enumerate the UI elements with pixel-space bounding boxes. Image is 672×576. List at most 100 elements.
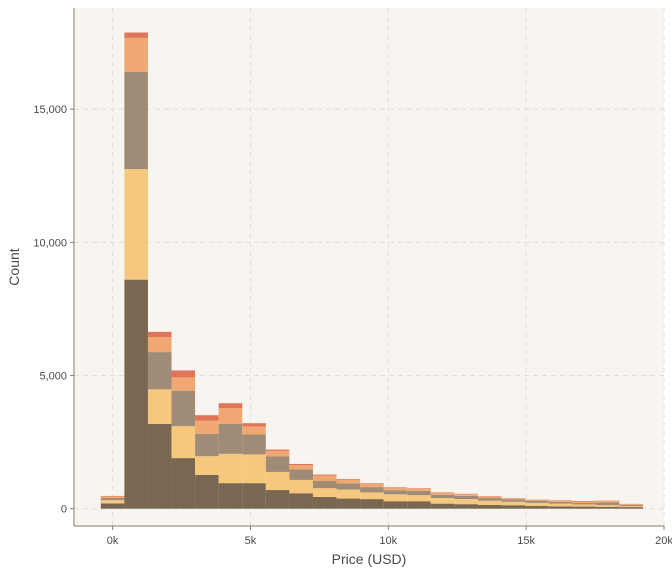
bar-segment-bin2-s1 bbox=[147, 389, 172, 424]
bar-segment-bin3-s4 bbox=[171, 370, 196, 378]
bar-segment-bin12-s1 bbox=[383, 494, 408, 502]
bar-segment-bin8-s3 bbox=[289, 465, 313, 470]
bar-segment-bin8-s4 bbox=[289, 463, 313, 466]
bar-segment-bin4-s3 bbox=[195, 420, 219, 434]
bar-segment-bin7-s2 bbox=[265, 456, 290, 472]
bar-segment-bin1-s4 bbox=[124, 32, 148, 38]
bar-segment-bin21-s2 bbox=[595, 502, 620, 506]
bar-segment-bin1-s1 bbox=[124, 169, 148, 280]
bar-segment-bin15-s2 bbox=[454, 495, 478, 500]
bar-segment-bin15-s3 bbox=[454, 494, 478, 496]
x-tick-label-4: 20k bbox=[655, 535, 672, 547]
bar-segment-bin5-s1 bbox=[218, 453, 243, 484]
bar-segment-bin22-s0 bbox=[619, 507, 643, 509]
bar-segment-bin12-s4 bbox=[383, 487, 408, 489]
bar-segment-bin5-s3 bbox=[218, 408, 243, 424]
bar-segment-bin21-s3 bbox=[595, 500, 620, 503]
bar-segment-bin13-s3 bbox=[407, 488, 431, 491]
bar-segment-bin15-s0 bbox=[454, 504, 478, 509]
bar-segment-bin19-s0 bbox=[548, 506, 573, 509]
bar-segment-bin3-s2 bbox=[171, 390, 196, 427]
bar-segment-bin9-s2 bbox=[312, 480, 337, 489]
x-tick-label-3: 15k bbox=[517, 535, 535, 547]
bar-segment-bin12-s2 bbox=[383, 490, 408, 495]
bar-segment-bin7-s4 bbox=[265, 449, 290, 451]
bar-segment-bin13-s4 bbox=[407, 488, 431, 489]
bar-segment-bin1-s3 bbox=[124, 37, 148, 72]
bar-segment-bin4-s2 bbox=[195, 433, 219, 457]
bar-segment-bin6-s2 bbox=[242, 434, 266, 455]
bar-segment-bin17-s0 bbox=[501, 505, 526, 509]
bar-segment-bin18-s1 bbox=[525, 502, 549, 507]
bar-segment-bin3-s3 bbox=[171, 377, 196, 391]
bar-segment-bin17-s3 bbox=[501, 498, 526, 500]
bar-segment-bin18-s0 bbox=[525, 506, 549, 509]
bar-segment-bin5-s4 bbox=[218, 403, 243, 409]
x-axis-ticks: 0k 5k 10k 15k 20k bbox=[107, 526, 672, 547]
bar-segment-bin6-s3 bbox=[242, 426, 266, 435]
bar-segment-bin0-s2 bbox=[100, 498, 125, 501]
bar-segment-bin13-s0 bbox=[407, 501, 431, 509]
bar-segment-bin11-s4 bbox=[360, 483, 384, 485]
bar-segment-bin9-s0 bbox=[312, 496, 337, 509]
bar-segment-bin19-s1 bbox=[548, 503, 573, 507]
bar-segment-bin0-s3 bbox=[100, 496, 125, 499]
bar-segment-bin7-s0 bbox=[265, 490, 290, 509]
bar-segment-bin20-s3 bbox=[572, 501, 596, 503]
bar-segment-bin0-s0 bbox=[100, 503, 125, 509]
bar-segment-bin0-s1 bbox=[100, 500, 125, 504]
bar-segment-bin21-s0 bbox=[595, 506, 620, 509]
bar-segment-bin20-s4 bbox=[572, 500, 596, 502]
y-axis-ticks: 0 5,000 10,000 15,000 bbox=[33, 104, 74, 516]
bar-segment-bin9-s3 bbox=[312, 475, 337, 481]
bar-segment-bin19-s2 bbox=[548, 502, 573, 504]
bar-segment-bin12-s0 bbox=[383, 501, 408, 509]
bar-segment-bin10-s3 bbox=[336, 479, 361, 484]
bar-segment-bin14-s2 bbox=[430, 494, 455, 499]
bar-segment-bin13-s1 bbox=[407, 495, 431, 502]
bar-segment-bin20-s0 bbox=[572, 506, 596, 509]
bar-segment-bin14-s0 bbox=[430, 503, 455, 509]
x-tick-label-0: 0k bbox=[107, 535, 119, 547]
bar-segment-bin19-s3 bbox=[548, 500, 573, 503]
bar-segment-bin1-s0 bbox=[124, 279, 148, 509]
bar-segment-bin2-s4 bbox=[147, 331, 172, 338]
bar-segment-bin13-s2 bbox=[407, 490, 431, 496]
x-tick-label-2: 10k bbox=[379, 535, 397, 547]
bar-segment-bin14-s4 bbox=[430, 492, 455, 493]
y-tick-label-2: 10,000 bbox=[33, 237, 67, 249]
bar-segment-bin11-s1 bbox=[360, 492, 384, 500]
y-tick-label-1: 5,000 bbox=[39, 371, 67, 383]
bar-segment-bin4-s4 bbox=[195, 415, 219, 421]
bar-segment-bin11-s2 bbox=[360, 487, 384, 493]
bar-segment-bin20-s1 bbox=[572, 504, 596, 507]
y-axis-title: Count bbox=[6, 248, 22, 285]
bar-segment-bin5-s0 bbox=[218, 483, 243, 509]
bar-segment-bin1-s2 bbox=[124, 71, 148, 170]
bar-segment-bin19-s4 bbox=[548, 500, 573, 501]
histogram-bars bbox=[100, 32, 643, 509]
bar-segment-bin10-s0 bbox=[336, 498, 361, 509]
bar-segment-bin7-s3 bbox=[265, 450, 290, 457]
bar-segment-bin0-s4 bbox=[100, 495, 125, 497]
bar-segment-bin9-s1 bbox=[312, 488, 337, 497]
bar-segment-bin22-s1 bbox=[619, 506, 643, 508]
bar-segment-bin9-s4 bbox=[312, 474, 337, 476]
bar-segment-bin2-s2 bbox=[147, 352, 172, 390]
bar-segment-bin2-s0 bbox=[147, 423, 172, 509]
bar-segment-bin6-s1 bbox=[242, 454, 266, 484]
bar-segment-bin15-s4 bbox=[454, 493, 478, 495]
bar-segment-bin16-s3 bbox=[477, 496, 502, 499]
bar-segment-bin21-s1 bbox=[595, 505, 620, 507]
bar-segment-bin10-s2 bbox=[336, 483, 361, 490]
bar-segment-bin4-s1 bbox=[195, 456, 219, 475]
bar-segment-bin16-s0 bbox=[477, 504, 502, 509]
bar-segment-bin4-s0 bbox=[195, 474, 219, 509]
y-tick-label-0: 0 bbox=[61, 504, 67, 516]
bar-segment-bin14-s1 bbox=[430, 498, 455, 504]
bar-segment-bin17-s2 bbox=[501, 499, 526, 502]
bar-segment-bin16-s4 bbox=[477, 496, 502, 497]
bar-segment-bin18-s3 bbox=[525, 499, 549, 501]
bar-segment-bin8-s0 bbox=[289, 493, 313, 509]
